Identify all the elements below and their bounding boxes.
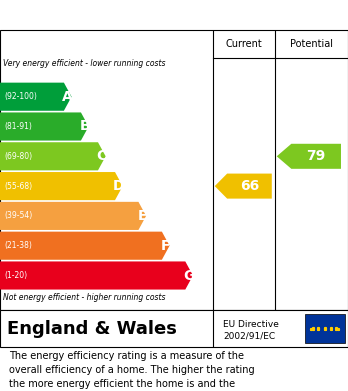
Text: 79: 79 <box>307 149 326 163</box>
Text: EU Directive: EU Directive <box>223 319 279 328</box>
Text: Current: Current <box>226 39 262 49</box>
Text: (55-68): (55-68) <box>4 181 32 190</box>
Polygon shape <box>0 202 146 230</box>
Text: F: F <box>161 239 171 253</box>
Text: (21-38): (21-38) <box>4 241 32 250</box>
Text: A: A <box>62 90 73 104</box>
Text: 66: 66 <box>240 179 259 193</box>
Text: (1-20): (1-20) <box>4 271 27 280</box>
Text: (39-54): (39-54) <box>4 212 32 221</box>
Polygon shape <box>215 174 272 199</box>
Polygon shape <box>277 144 341 169</box>
Text: B: B <box>79 120 90 133</box>
Polygon shape <box>0 142 106 170</box>
Polygon shape <box>0 262 193 290</box>
Polygon shape <box>0 113 89 140</box>
Text: (92-100): (92-100) <box>4 92 37 101</box>
Text: G: G <box>183 269 195 283</box>
Text: The energy efficiency rating is a measure of the
overall efficiency of a home. T: The energy efficiency rating is a measur… <box>9 350 254 391</box>
Polygon shape <box>0 83 72 111</box>
Text: D: D <box>113 179 125 193</box>
Text: Not energy efficient - higher running costs: Not energy efficient - higher running co… <box>3 292 165 301</box>
Text: Potential: Potential <box>290 39 333 49</box>
Text: Very energy efficient - lower running costs: Very energy efficient - lower running co… <box>3 59 165 68</box>
Polygon shape <box>0 172 123 200</box>
Text: Energy Efficiency Rating: Energy Efficiency Rating <box>9 7 230 23</box>
Bar <box>304 314 345 343</box>
Text: England & Wales: England & Wales <box>7 319 177 337</box>
Text: (69-80): (69-80) <box>4 152 32 161</box>
Text: (81-91): (81-91) <box>4 122 32 131</box>
Text: 2002/91/EC: 2002/91/EC <box>223 332 276 341</box>
Text: C: C <box>97 149 107 163</box>
Text: E: E <box>137 209 147 223</box>
Polygon shape <box>0 231 169 260</box>
